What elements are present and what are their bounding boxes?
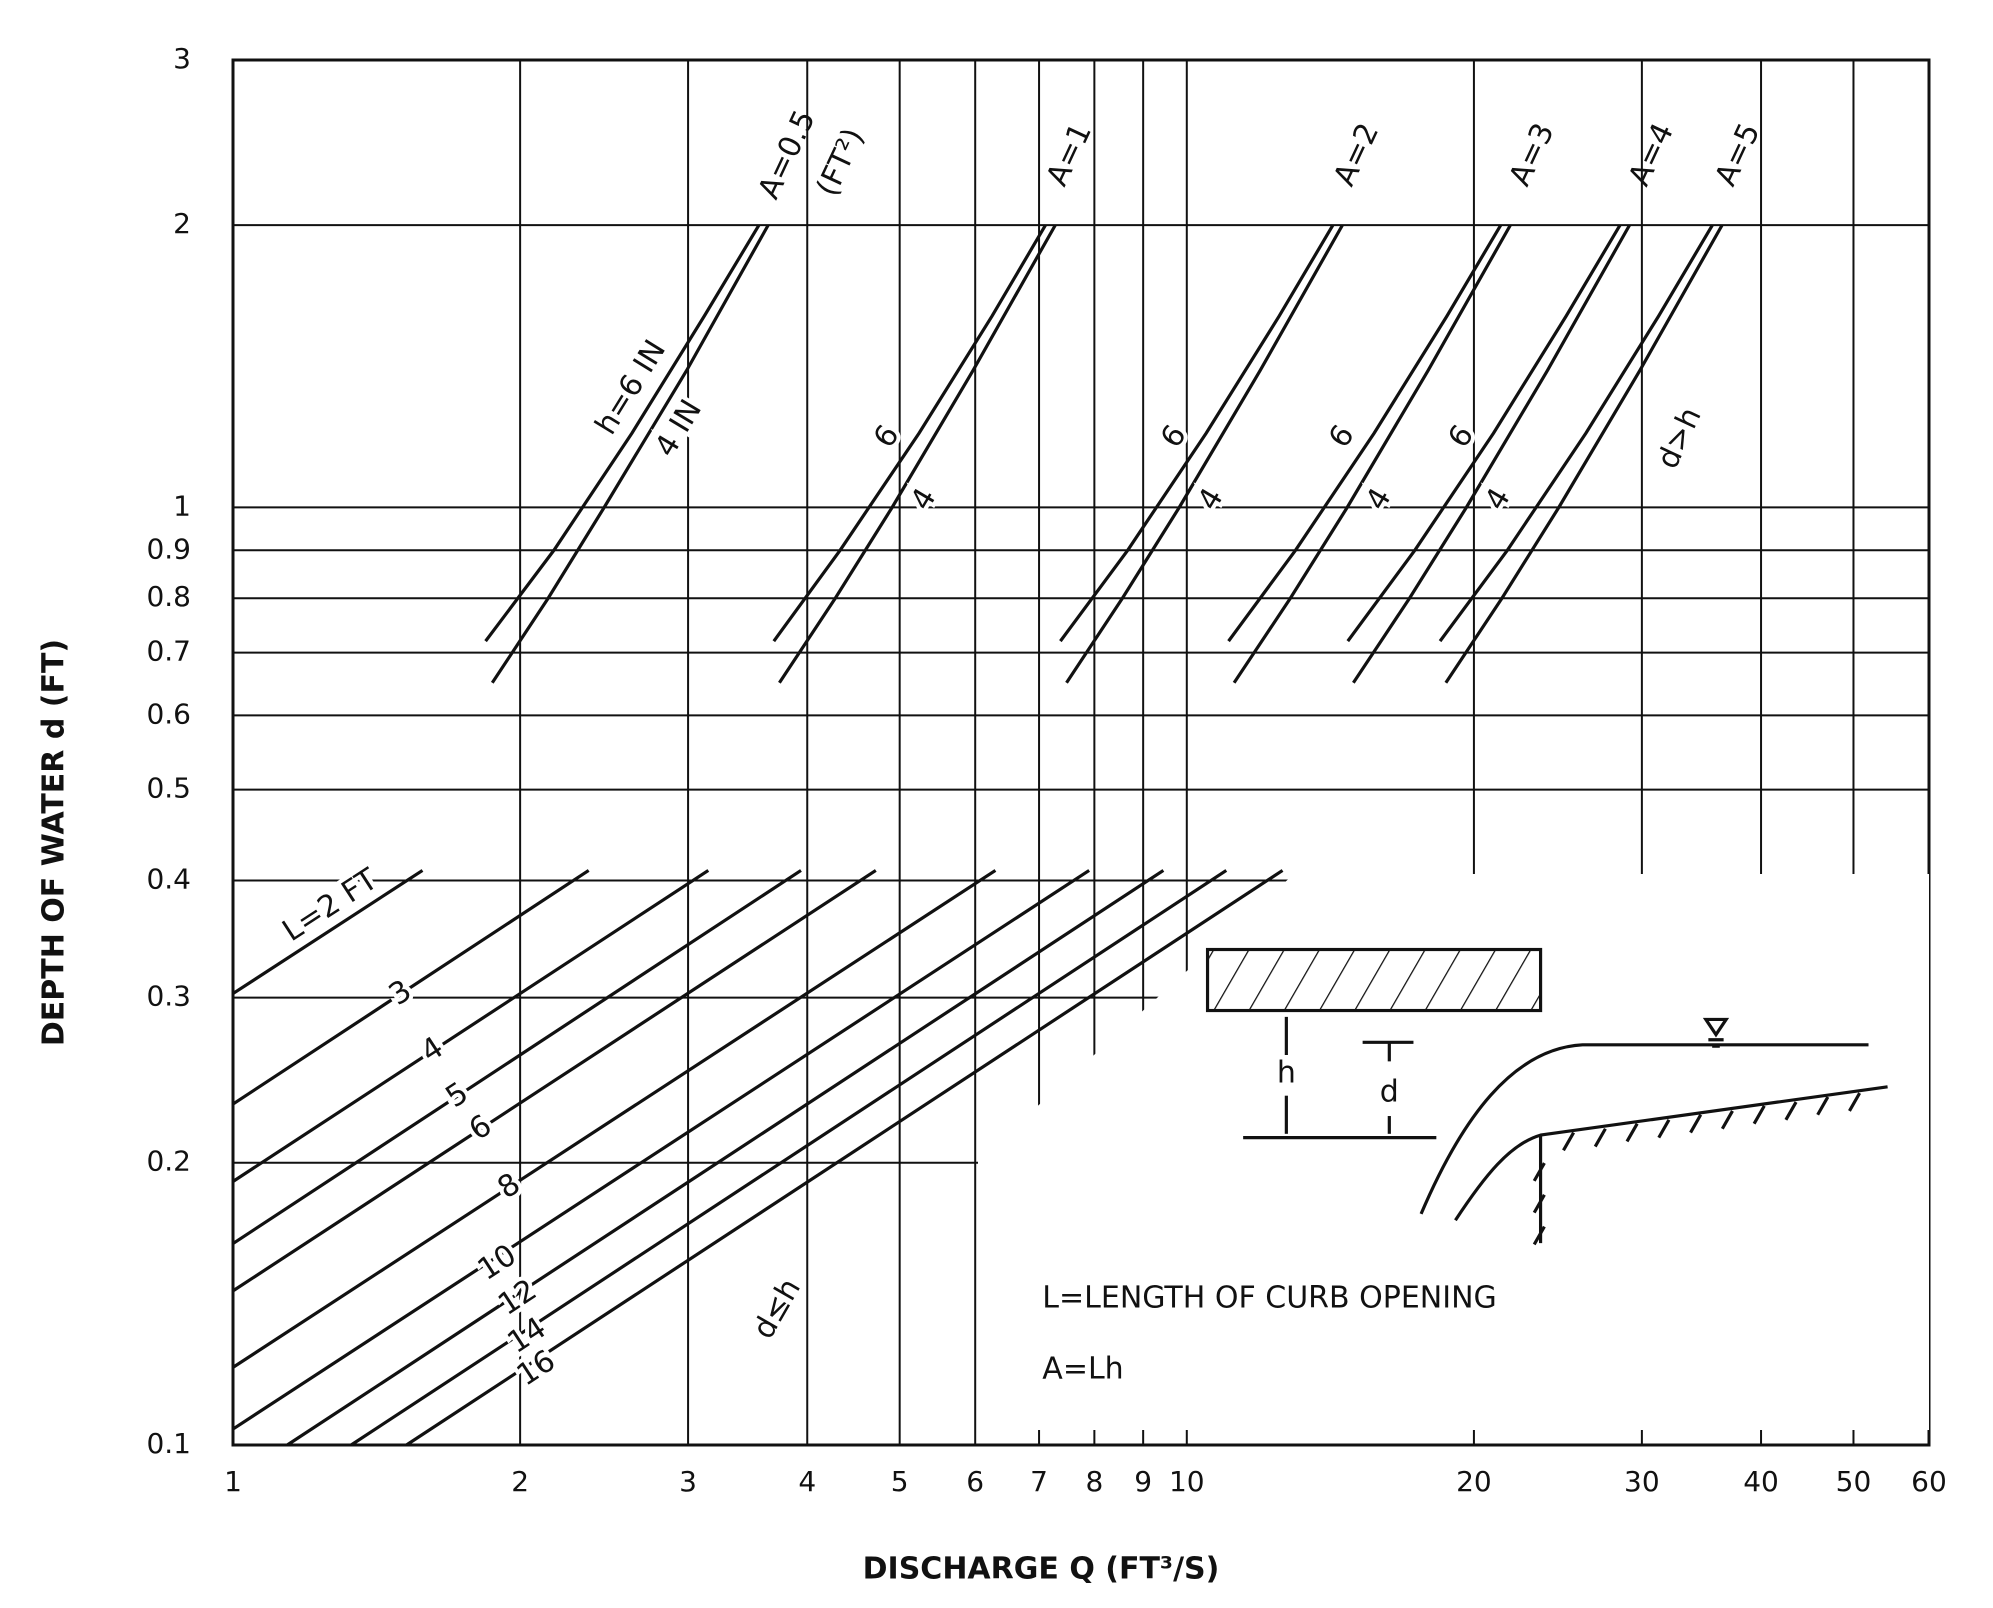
annotation: A=2 xyxy=(1327,118,1386,191)
x-tick-label: 5 xyxy=(891,1465,909,1498)
curve-label: 5 xyxy=(440,1075,475,1115)
x-axis-label: DISCHARGE Q (FT³/S) xyxy=(863,1552,1220,1587)
x-tick-label: 10 xyxy=(1169,1465,1205,1498)
x-tick-label: 1 xyxy=(224,1465,242,1498)
x-tick-label: 8 xyxy=(1085,1465,1103,1498)
x-tick-label: 20 xyxy=(1456,1465,1492,1498)
x-tick-label: 9 xyxy=(1134,1465,1152,1498)
y-axis-label: DEPTH OF WATER d (FT) xyxy=(37,639,72,1046)
y-tick-label: 0.7 xyxy=(146,635,191,668)
water-symbol xyxy=(1702,1017,1730,1048)
curve xyxy=(405,869,1284,1447)
y-tick-label: 3 xyxy=(173,42,191,75)
annotation: d xyxy=(1380,1075,1399,1110)
curve xyxy=(1346,224,1622,643)
annotation: A=1 xyxy=(1040,118,1099,191)
curve-label: 4 xyxy=(1191,482,1231,516)
x-tick-label: 2 xyxy=(511,1465,529,1498)
x-tick-label: 40 xyxy=(1743,1465,1779,1498)
annotation: A=Lh xyxy=(1042,1352,1123,1387)
annotation: d>h xyxy=(1650,402,1708,474)
annotation: d≤h xyxy=(746,1273,808,1345)
curve xyxy=(490,224,770,684)
annotation: A=3 xyxy=(1502,118,1561,191)
y-tick-label: 1 xyxy=(173,489,191,522)
hatching xyxy=(1532,1092,1861,1246)
annotation: h xyxy=(1277,1056,1296,1091)
x-tick-label: 30 xyxy=(1624,1465,1660,1498)
y-tick-label: 0.8 xyxy=(146,580,191,613)
curve xyxy=(232,869,997,1369)
curve-label: 4 xyxy=(1359,482,1399,516)
curve xyxy=(1352,224,1631,684)
curves xyxy=(232,224,1724,1447)
x-tick-label: 60 xyxy=(1911,1465,1947,1498)
curve xyxy=(232,869,424,995)
curve-label: 3 xyxy=(383,973,418,1013)
y-tick-label: 2 xyxy=(173,207,191,240)
x-tick-label: 7 xyxy=(1030,1465,1048,1498)
curve xyxy=(232,869,802,1245)
water-surface xyxy=(1419,1043,1869,1215)
x-tick-label: 6 xyxy=(966,1465,984,1498)
curve-label: 8 xyxy=(492,1166,527,1206)
annotation: L=LENGTH OF CURB OPENING xyxy=(1042,1281,1496,1316)
curve-label: 6 xyxy=(463,1108,498,1148)
curve-label: 4 xyxy=(415,1030,450,1070)
x-tick-label: 4 xyxy=(798,1465,816,1498)
y-tick-label: 0.1 xyxy=(146,1427,191,1460)
curb-slab xyxy=(1205,947,1543,1013)
curve-label: 4 IN xyxy=(648,394,709,463)
curve xyxy=(1232,224,1512,684)
plot-frame xyxy=(231,58,1931,1447)
curve xyxy=(232,869,710,1183)
curve-label: 6 xyxy=(1441,419,1481,454)
y-tick-label: 0.2 xyxy=(146,1145,191,1178)
annotation: (FT²) xyxy=(810,123,872,202)
y-tick-label: 0.3 xyxy=(146,980,191,1013)
curve xyxy=(232,869,1091,1431)
curve xyxy=(484,224,761,643)
curve xyxy=(772,224,1047,643)
curb-diagram xyxy=(1205,947,1888,1246)
curve xyxy=(1065,224,1344,684)
curve-label: 4 xyxy=(904,482,944,516)
curve xyxy=(286,869,1165,1447)
ground-line xyxy=(1454,1085,1888,1222)
annotation: A=4 xyxy=(1622,118,1681,191)
y-tick-label: 0.6 xyxy=(146,697,191,730)
curve xyxy=(232,869,590,1106)
curve-label: 4 xyxy=(1478,482,1518,516)
curve xyxy=(1059,224,1335,643)
curve xyxy=(1444,224,1724,684)
y-tick-label: 0.5 xyxy=(146,772,191,805)
inset-background xyxy=(978,874,1929,1430)
curve xyxy=(350,869,1228,1447)
curve xyxy=(1438,224,1714,643)
curve xyxy=(232,869,877,1293)
y-tick-label: 0.9 xyxy=(146,532,191,565)
x-tick-label: 50 xyxy=(1836,1465,1872,1498)
curve xyxy=(778,224,1057,684)
y-tick-label: 0.4 xyxy=(146,862,191,895)
curve-label: 6 xyxy=(1322,419,1362,454)
annotation: A=0.5 xyxy=(752,105,823,204)
curve xyxy=(1227,224,1503,643)
annotation: A=5 xyxy=(1708,118,1767,191)
x-tick-label: 3 xyxy=(679,1465,697,1498)
